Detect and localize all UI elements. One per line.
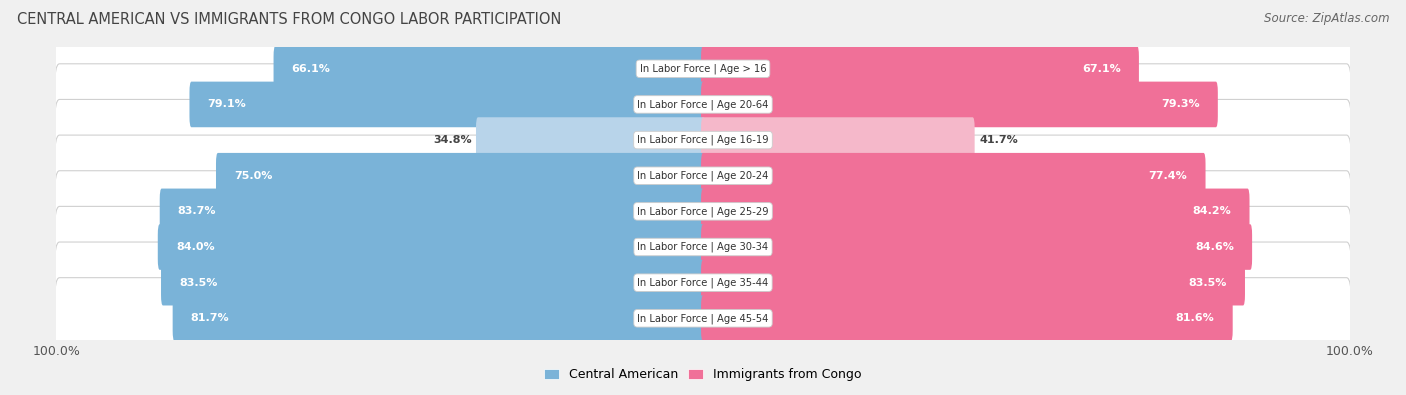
FancyBboxPatch shape: [702, 224, 1253, 270]
Legend: Central American, Immigrants from Congo: Central American, Immigrants from Congo: [538, 363, 868, 386]
Text: 79.1%: 79.1%: [208, 100, 246, 109]
Text: In Labor Force | Age 25-29: In Labor Force | Age 25-29: [637, 206, 769, 216]
Text: In Labor Force | Age 20-24: In Labor Force | Age 20-24: [637, 171, 769, 181]
FancyBboxPatch shape: [162, 260, 704, 305]
Text: 41.7%: 41.7%: [979, 135, 1018, 145]
Text: In Labor Force | Age > 16: In Labor Force | Age > 16: [640, 64, 766, 74]
Text: 84.2%: 84.2%: [1192, 206, 1232, 216]
FancyBboxPatch shape: [702, 46, 1139, 92]
Text: 66.1%: 66.1%: [291, 64, 330, 74]
Text: CENTRAL AMERICAN VS IMMIGRANTS FROM CONGO LABOR PARTICIPATION: CENTRAL AMERICAN VS IMMIGRANTS FROM CONG…: [17, 12, 561, 27]
FancyBboxPatch shape: [702, 82, 1218, 127]
FancyBboxPatch shape: [55, 28, 1351, 109]
FancyBboxPatch shape: [55, 206, 1351, 288]
FancyBboxPatch shape: [160, 188, 704, 234]
Text: In Labor Force | Age 20-64: In Labor Force | Age 20-64: [637, 99, 769, 110]
Text: In Labor Force | Age 16-19: In Labor Force | Age 16-19: [637, 135, 769, 145]
Text: 83.5%: 83.5%: [1188, 278, 1227, 288]
Text: In Labor Force | Age 30-34: In Labor Force | Age 30-34: [637, 242, 769, 252]
Text: 83.7%: 83.7%: [177, 206, 217, 216]
FancyBboxPatch shape: [55, 242, 1351, 323]
FancyBboxPatch shape: [274, 46, 704, 92]
FancyBboxPatch shape: [702, 117, 974, 163]
FancyBboxPatch shape: [55, 171, 1351, 252]
Text: 83.5%: 83.5%: [179, 278, 218, 288]
Text: 79.3%: 79.3%: [1161, 100, 1199, 109]
FancyBboxPatch shape: [477, 117, 704, 163]
FancyBboxPatch shape: [173, 295, 704, 341]
Text: In Labor Force | Age 35-44: In Labor Force | Age 35-44: [637, 277, 769, 288]
FancyBboxPatch shape: [55, 100, 1351, 181]
Text: 67.1%: 67.1%: [1083, 64, 1121, 74]
FancyBboxPatch shape: [702, 188, 1250, 234]
FancyBboxPatch shape: [55, 64, 1351, 145]
FancyBboxPatch shape: [702, 295, 1233, 341]
FancyBboxPatch shape: [702, 153, 1205, 199]
Text: 81.6%: 81.6%: [1175, 313, 1215, 324]
Text: 84.6%: 84.6%: [1195, 242, 1234, 252]
Text: In Labor Force | Age 45-54: In Labor Force | Age 45-54: [637, 313, 769, 324]
FancyBboxPatch shape: [157, 224, 704, 270]
Text: 34.8%: 34.8%: [433, 135, 471, 145]
FancyBboxPatch shape: [55, 135, 1351, 216]
Text: Source: ZipAtlas.com: Source: ZipAtlas.com: [1264, 12, 1389, 25]
Text: 84.0%: 84.0%: [176, 242, 215, 252]
FancyBboxPatch shape: [55, 278, 1351, 359]
Text: 81.7%: 81.7%: [191, 313, 229, 324]
FancyBboxPatch shape: [217, 153, 704, 199]
Text: 75.0%: 75.0%: [233, 171, 273, 181]
Text: 77.4%: 77.4%: [1149, 171, 1188, 181]
FancyBboxPatch shape: [190, 82, 704, 127]
FancyBboxPatch shape: [702, 260, 1244, 305]
